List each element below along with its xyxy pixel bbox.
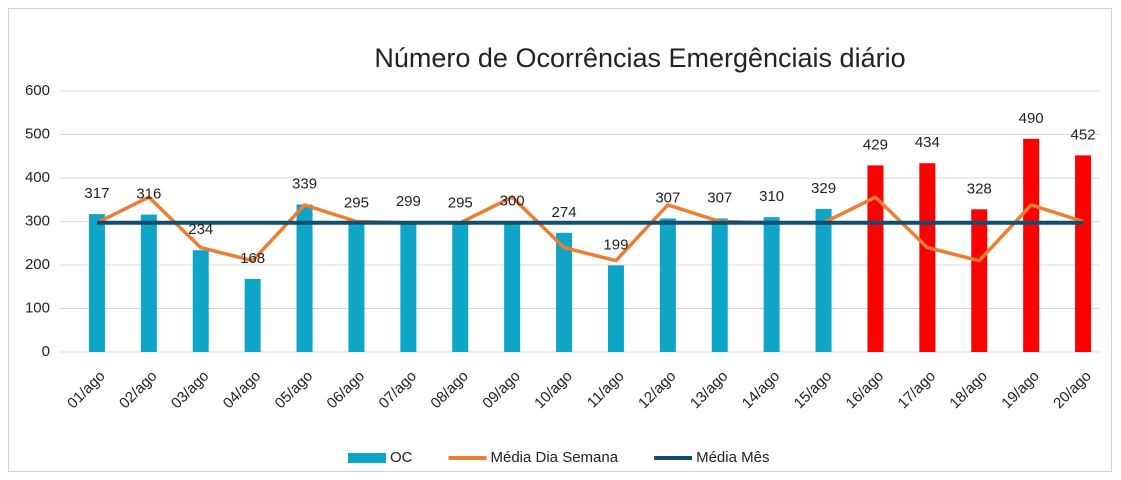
data-label: 310 — [759, 188, 784, 205]
bar — [192, 250, 209, 352]
data-label: 234 — [188, 221, 213, 238]
bar — [659, 218, 676, 352]
bar — [400, 221, 417, 352]
y-tick-label: 200 — [25, 256, 50, 273]
bar — [607, 265, 624, 352]
bar — [452, 223, 469, 352]
y-tick-label: 500 — [25, 125, 50, 142]
legend-label: Média Dia Semana — [491, 449, 619, 466]
data-label: 274 — [552, 204, 577, 221]
data-label: 295 — [344, 195, 369, 212]
y-tick-label: 600 — [25, 82, 50, 99]
data-label: 307 — [707, 189, 732, 206]
bar — [1023, 138, 1040, 352]
bar — [348, 223, 365, 352]
y-tick-label: 0 — [42, 343, 50, 360]
data-label: 168 — [240, 250, 265, 267]
data-label: 299 — [396, 193, 421, 210]
data-label: 199 — [603, 236, 628, 253]
chart-title: Número de Ocorrências Emergênciais diári… — [374, 43, 905, 73]
bar — [919, 163, 936, 352]
data-label: 490 — [1019, 110, 1044, 127]
bar — [556, 232, 573, 352]
line-series — [96, 195, 1084, 263]
data-label: 307 — [655, 189, 680, 206]
data-label: 300 — [500, 192, 525, 209]
bar — [971, 209, 988, 352]
bar — [815, 208, 832, 352]
data-label: 434 — [915, 134, 940, 151]
data-label: 295 — [448, 195, 473, 212]
legend-swatch — [348, 453, 386, 463]
y-tick-label: 400 — [25, 169, 50, 186]
legend-label: OC — [390, 449, 413, 466]
data-label: 452 — [1071, 126, 1096, 143]
data-label: 328 — [967, 180, 992, 197]
data-label: 339 — [292, 176, 317, 193]
bar — [244, 278, 261, 352]
legend-label: Média Mês — [696, 449, 769, 466]
bar — [1075, 155, 1092, 352]
bar — [867, 165, 884, 352]
bar — [88, 214, 105, 352]
bar — [296, 204, 313, 352]
bar — [504, 221, 521, 352]
bar — [763, 217, 780, 352]
data-label: 429 — [863, 136, 888, 153]
bar — [711, 218, 728, 352]
data-label: 317 — [84, 185, 109, 202]
bar — [140, 214, 157, 352]
y-tick-label: 100 — [25, 299, 50, 316]
data-label: 316 — [136, 186, 161, 203]
y-tick-label: 300 — [25, 212, 50, 229]
data-label: 329 — [811, 180, 836, 197]
